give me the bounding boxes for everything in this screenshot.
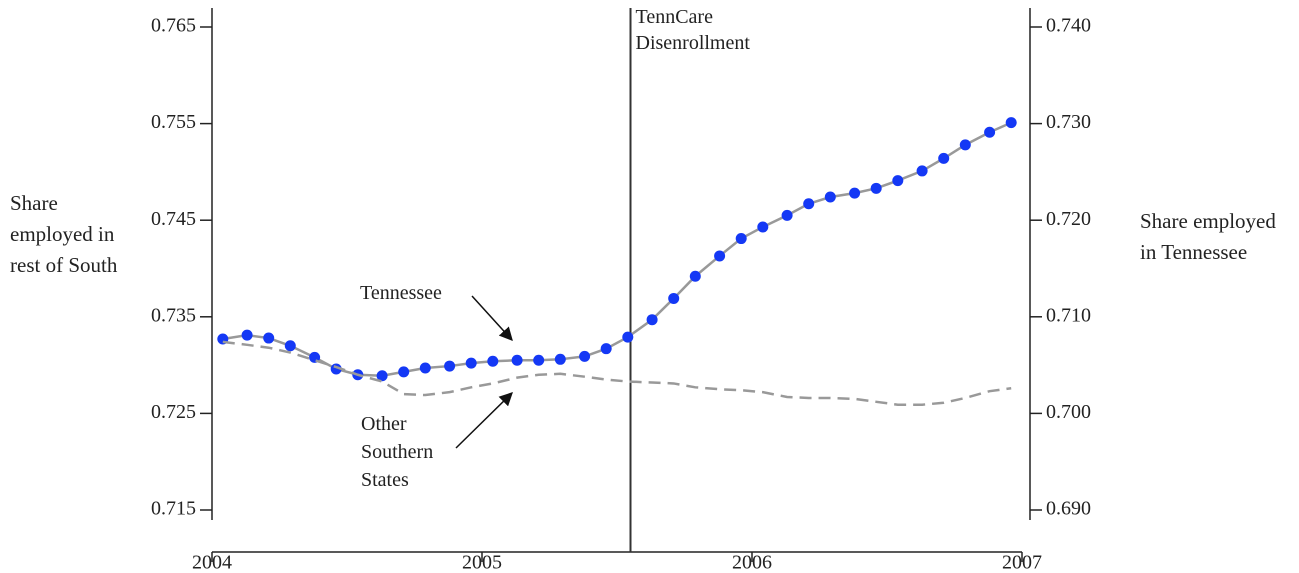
- data-point: [757, 221, 769, 233]
- data-point: [465, 357, 477, 369]
- data-point: [892, 175, 904, 187]
- data-point: [735, 233, 747, 245]
- data-point: [579, 350, 591, 362]
- data-point: [689, 270, 701, 282]
- data-point: [376, 370, 388, 382]
- data-point: [916, 165, 928, 177]
- data-point: [554, 353, 566, 365]
- data-point: [533, 354, 545, 366]
- data-point: [849, 187, 861, 199]
- data-point: [330, 363, 342, 375]
- data-point: [419, 362, 431, 374]
- y2-tick-label: 0.710: [1046, 304, 1091, 326]
- y2-tick-label: 0.690: [1046, 498, 1091, 520]
- x-tick-label: 2005: [462, 552, 502, 573]
- data-point: [444, 360, 456, 372]
- data-point: [1005, 117, 1017, 129]
- data-point: [781, 209, 793, 221]
- y-tick-label: 0.745: [151, 208, 196, 230]
- data-point: [668, 292, 680, 304]
- y2-tick-label: 0.740: [1046, 15, 1091, 37]
- y2-axis-label: Share employed in Tennessee: [1140, 209, 1276, 264]
- y2-tick-label: 0.720: [1046, 208, 1091, 230]
- data-point: [714, 250, 726, 262]
- y-axis-label: Share employed in rest of South: [10, 191, 118, 277]
- event-label: TennCare Disenrollment: [635, 6, 750, 54]
- data-point: [511, 354, 523, 366]
- data-point: [646, 314, 658, 326]
- x-tick-label: 2006: [732, 552, 772, 573]
- series-line: [222, 121, 1012, 377]
- series-line: [222, 340, 1012, 406]
- data-point: [938, 152, 950, 164]
- data-point: [803, 198, 815, 210]
- data-point: [824, 191, 836, 203]
- y-tick-label: 0.725: [151, 401, 196, 423]
- data-point: [487, 355, 499, 367]
- x-tick-label: 2007: [1002, 552, 1042, 573]
- data-point: [263, 332, 275, 344]
- x-tick-label: 2004: [192, 552, 232, 573]
- annotation-arrow: [471, 295, 513, 341]
- y-tick-label: 0.715: [151, 498, 196, 520]
- series-annotation: Other Southern States: [361, 413, 434, 491]
- data-point: [984, 126, 996, 138]
- y-tick-label: 0.765: [151, 15, 196, 37]
- data-point: [241, 329, 253, 341]
- y-tick-label: 0.755: [151, 111, 196, 133]
- data-point: [284, 340, 296, 352]
- y2-tick-label: 0.700: [1046, 401, 1091, 423]
- data-point: [959, 139, 971, 151]
- data-point: [870, 182, 882, 194]
- series-annotation: Tennessee: [360, 282, 442, 304]
- y-tick-label: 0.735: [151, 304, 196, 326]
- data-point: [398, 366, 410, 378]
- annotation-arrow: [455, 392, 513, 449]
- data-point: [600, 343, 612, 355]
- data-point: [622, 331, 634, 343]
- y2-tick-label: 0.730: [1046, 111, 1091, 133]
